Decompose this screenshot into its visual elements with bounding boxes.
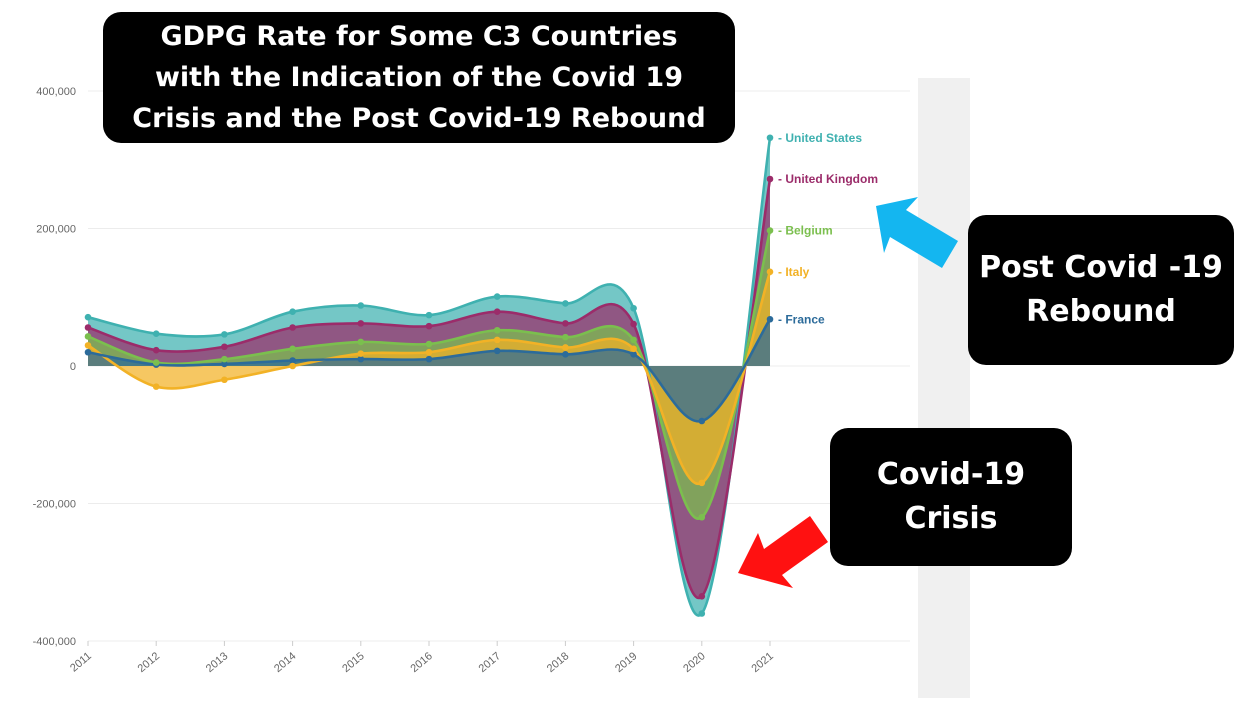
data-point: [152, 359, 160, 366]
x-tick-label: 2020: [681, 650, 707, 675]
data-point: [289, 324, 296, 331]
legend: - France - Italy - Belgium - United Kingdom…: [778, 131, 878, 327]
data-points: [84, 134, 774, 617]
data-point: [630, 351, 637, 358]
data-point: [766, 134, 774, 142]
data-point: [698, 513, 706, 521]
data-point: [562, 351, 569, 358]
rebound-arrow-icon: [876, 197, 958, 268]
data-point: [425, 322, 433, 330]
data-point: [84, 333, 92, 340]
x-tick-label: 2015: [340, 650, 366, 675]
data-point: [698, 479, 706, 487]
y-tick-label: 0: [70, 361, 76, 373]
x-tick-label: 2019: [613, 650, 639, 675]
legend-entry: - United Kingdom: [778, 172, 878, 186]
x-tick-label: 2018: [545, 650, 571, 675]
x-tick-label: 2011: [68, 650, 94, 674]
data-point: [562, 320, 569, 327]
data-point: [630, 320, 637, 328]
x-tick-label: 2014: [272, 650, 298, 675]
chart-title-callout: GDPG Rate for Some C3 Countries with the…: [103, 12, 735, 143]
data-point: [425, 340, 433, 348]
data-point: [152, 330, 160, 337]
x-tick-label: 2017: [477, 650, 503, 675]
data-point: [357, 350, 365, 357]
data-point: [357, 302, 365, 309]
legend-entry: - United States: [778, 131, 862, 145]
data-point: [425, 348, 433, 356]
x-tick-label: 2012: [136, 650, 162, 675]
data-point: [698, 417, 706, 425]
data-point: [221, 343, 228, 351]
data-point: [698, 593, 706, 600]
data-point: [289, 362, 296, 370]
area-layers: [88, 137, 770, 616]
line-italy: [87, 271, 772, 485]
y-axis: -400,000 -200,000 0 200,000 400,000: [33, 86, 76, 648]
crisis-callout: Covid-19 Crisis: [830, 428, 1072, 566]
data-point: [493, 308, 501, 315]
chart-side-panel: [918, 78, 970, 698]
data-point: [493, 326, 501, 334]
area-france: [88, 319, 770, 422]
data-point: [357, 338, 365, 346]
y-tick-label: -400,000: [33, 636, 76, 648]
x-tick-label: 2016: [408, 650, 434, 675]
data-point: [766, 268, 774, 276]
data-point: [766, 227, 774, 234]
data-point: [562, 300, 569, 307]
x-tick-label: 2013: [204, 650, 230, 675]
legend-entry: - France: [778, 312, 825, 326]
data-point: [630, 304, 637, 312]
y-tick-label: 200,000: [36, 224, 76, 236]
data-point: [630, 336, 637, 344]
data-point: [493, 336, 501, 344]
data-point: [289, 345, 296, 353]
data-point: [562, 333, 569, 341]
data-point: [289, 308, 296, 315]
data-point: [357, 355, 365, 363]
legend-entry: - Italy: [778, 265, 810, 279]
data-point: [425, 311, 433, 319]
data-point: [698, 610, 706, 617]
line-france: [87, 318, 772, 423]
area-belgium: [88, 230, 770, 519]
data-point: [357, 320, 365, 327]
data-point: [152, 383, 160, 390]
data-point: [152, 346, 160, 354]
data-point: [84, 348, 92, 356]
x-tick-label: 2021: [749, 650, 775, 675]
rebound-callout: Post Covid -19 Rebound: [968, 215, 1234, 365]
data-point: [84, 324, 92, 331]
y-tick-label: 400,000: [36, 86, 76, 98]
x-axis: 2011 2012 2013 2014 2015 2016 2017 2018 2019 2020…: [68, 641, 776, 675]
data-point: [289, 357, 296, 364]
data-point: [630, 345, 637, 353]
data-point: [221, 360, 228, 368]
data-point: [562, 344, 569, 351]
data-point: [221, 331, 228, 338]
area-united-kingdom: [88, 179, 770, 598]
crisis-arrow-icon: [738, 516, 828, 588]
data-point: [221, 376, 228, 384]
data-point: [493, 347, 501, 355]
data-point: [766, 175, 774, 183]
data-point: [84, 313, 92, 321]
data-point: [766, 315, 774, 323]
data-point: [221, 355, 228, 363]
data-point: [84, 342, 92, 349]
y-tick-label: -200,000: [33, 499, 76, 511]
data-point: [493, 293, 501, 300]
legend-entry: - Belgium: [778, 224, 833, 238]
data-point: [425, 355, 433, 363]
